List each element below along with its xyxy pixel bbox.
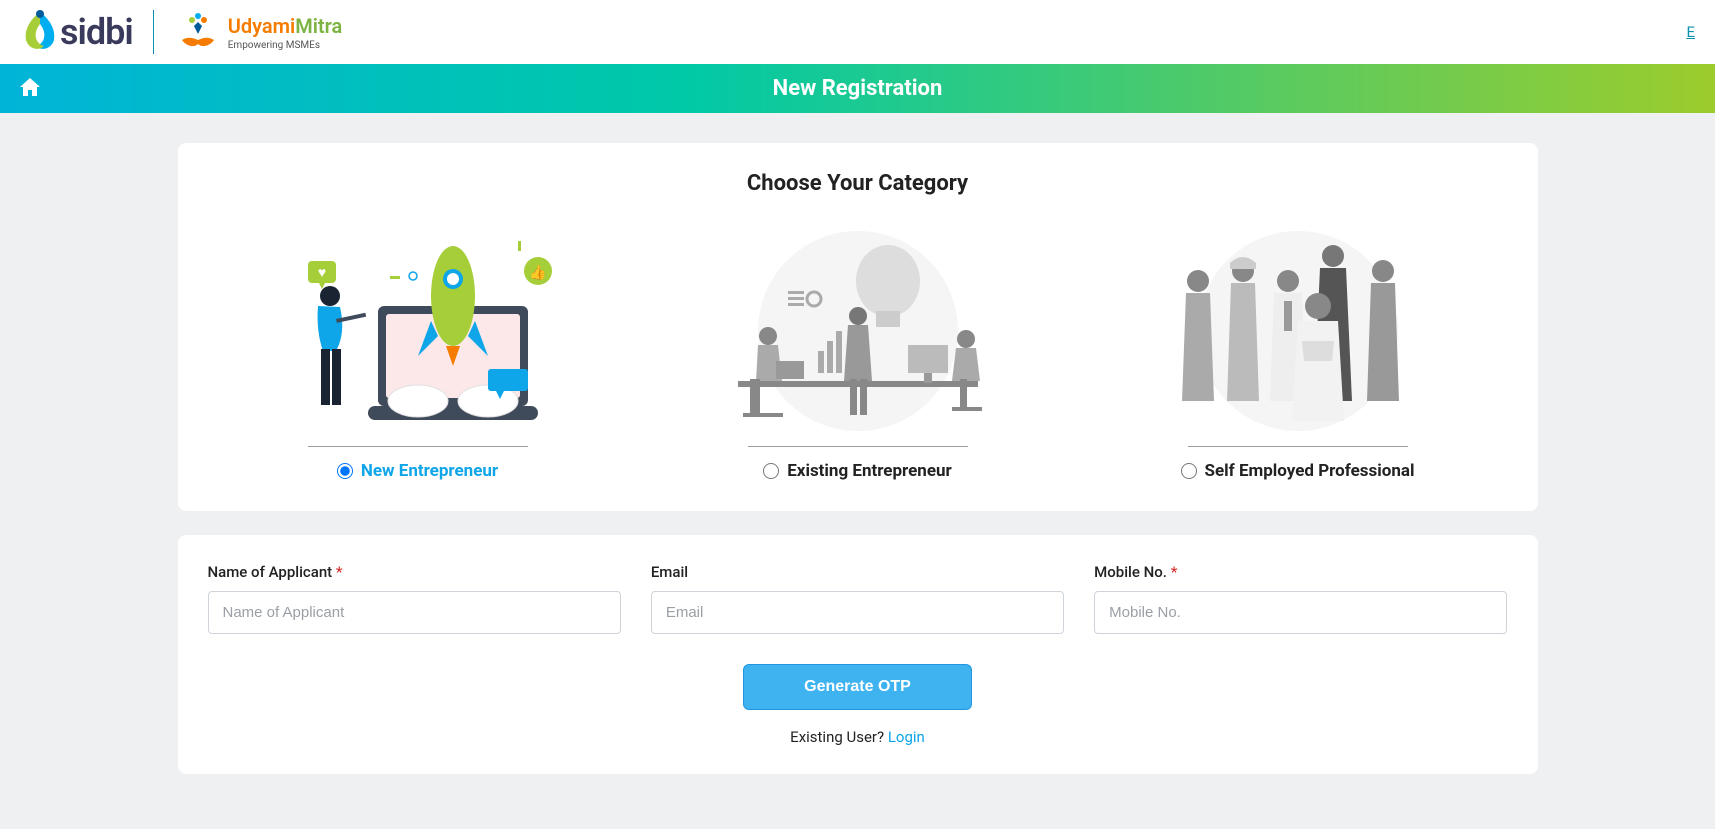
input-email[interactable] — [651, 591, 1064, 634]
illustration-underline — [748, 446, 968, 447]
illustration-self-employed — [1088, 216, 1508, 436]
input-mobile[interactable] — [1094, 591, 1507, 634]
illustration-underline — [1188, 446, 1408, 447]
category-existing-entrepreneur: Existing Entrepreneur — [648, 216, 1068, 483]
logos-container: sidbi UdyamiMitra Empowering MSMEs — [20, 10, 342, 54]
input-name[interactable] — [208, 591, 621, 634]
svg-text:👍: 👍 — [529, 264, 546, 281]
form-actions: Generate OTP Existing User? Login — [208, 664, 1508, 746]
label-new-entrepreneur: New Entrepreneur — [361, 461, 498, 481]
header-top: sidbi UdyamiMitra Empowering MSMEs E — [0, 0, 1715, 64]
radio-existing-entrepreneur[interactable]: Existing Entrepreneur — [763, 461, 952, 481]
category-new-entrepreneur: ♥ 👍 New Entrepreneur — [208, 216, 628, 483]
field-name: Name of Applicant * — [208, 563, 621, 634]
radio-new-entrepreneur[interactable]: New Entrepreneur — [337, 461, 498, 481]
radio-input-self-employed[interactable] — [1181, 463, 1197, 479]
required-indicator: * — [336, 563, 343, 581]
home-icon[interactable] — [20, 78, 40, 100]
udyami-text-wrap: UdyamiMitra Empowering MSMEs — [228, 14, 343, 51]
category-heading: Choose Your Category — [208, 171, 1508, 196]
udyami-subtitle: Empowering MSMEs — [228, 40, 343, 51]
sidbi-logo: sidbi — [20, 10, 133, 54]
label-existing-entrepreneur: Existing Entrepreneur — [787, 461, 952, 481]
field-email: Email — [651, 563, 1064, 634]
udyami-title-part1: Udyami — [228, 14, 296, 38]
page-title: New Registration — [20, 76, 1695, 101]
radio-input-new[interactable] — [337, 463, 353, 479]
label-email-text: Email — [651, 563, 688, 581]
form-card: Name of Applicant * Email Mobile No. * — [178, 535, 1538, 774]
label-mobile-text: Mobile No. — [1094, 563, 1167, 581]
label-name-text: Name of Applicant — [208, 563, 333, 581]
logo-divider — [153, 10, 154, 54]
label-self-employed: Self Employed Professional — [1205, 461, 1415, 481]
radio-input-existing[interactable] — [763, 463, 779, 479]
svg-text:♥: ♥ — [317, 265, 325, 281]
illustration-existing-entrepreneur — [648, 216, 1068, 436]
label-email: Email — [651, 563, 1064, 581]
login-link[interactable]: Login — [888, 728, 925, 746]
main-container: Choose Your Category — [168, 143, 1548, 774]
field-mobile: Mobile No. * — [1094, 563, 1507, 634]
udyami-logo: UdyamiMitra Empowering MSMEs — [174, 12, 343, 52]
title-bar: New Registration — [0, 64, 1715, 113]
required-indicator: * — [1171, 563, 1178, 581]
existing-user-prefix: Existing User? — [790, 728, 888, 746]
form-row: Name of Applicant * Email Mobile No. * — [208, 563, 1508, 634]
udyami-title-part2: Mitra — [295, 14, 342, 38]
illustration-underline — [308, 446, 528, 447]
radio-self-employed[interactable]: Self Employed Professional — [1181, 461, 1415, 481]
category-card: Choose Your Category — [178, 143, 1538, 511]
udyami-icon — [174, 12, 222, 52]
language-link[interactable]: E — [1686, 23, 1695, 41]
categories-row: ♥ 👍 New Entrepreneur — [208, 216, 1508, 483]
generate-otp-button[interactable]: Generate OTP — [743, 664, 972, 710]
udyami-title: UdyamiMitra — [228, 14, 343, 38]
label-name: Name of Applicant * — [208, 563, 621, 581]
sidbi-icon — [20, 10, 60, 54]
existing-user-text: Existing User? Login — [208, 728, 1508, 746]
sidbi-text: sidbi — [60, 11, 133, 53]
illustration-new-entrepreneur: ♥ 👍 — [208, 216, 628, 436]
category-self-employed: Self Employed Professional — [1088, 216, 1508, 483]
label-mobile: Mobile No. * — [1094, 563, 1507, 581]
